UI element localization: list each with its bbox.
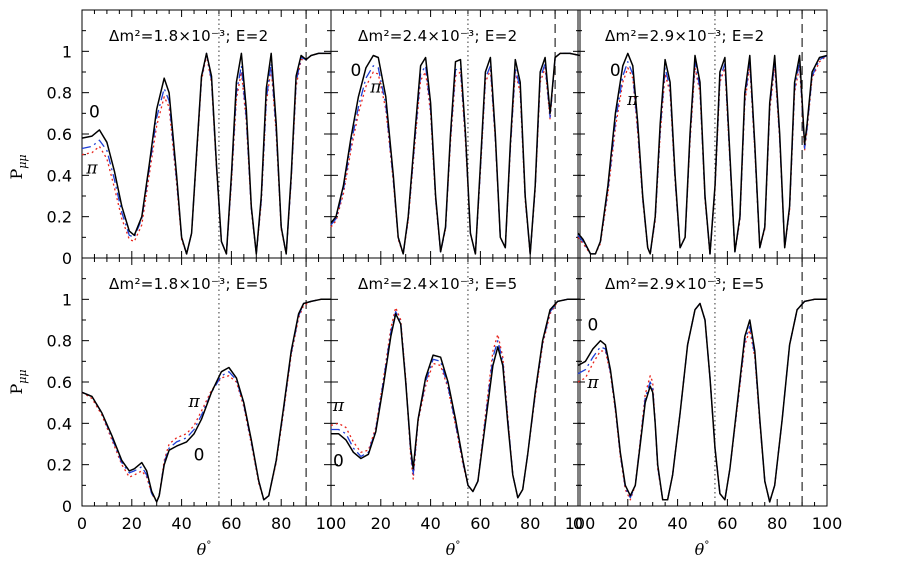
panel-1: Δm²=1.8×10⁻³; E=2 0 π 0 0.2 0.4 0.6 0.8 1 (47, 9, 332, 268)
series-line-black (331, 298, 580, 499)
y-tick-label: 0.4 (47, 166, 72, 185)
y-tick-label: 1 (62, 290, 72, 309)
series-line-black (81, 298, 331, 503)
y-tick-label: 0.2 (47, 456, 72, 475)
x-tick-label: 40 (420, 514, 440, 533)
panel-title: Δm²=1.8×10⁻³; E=5 (109, 275, 268, 293)
panel-3: Δm²=2.9×10⁻³; E=2 0π (577, 9, 828, 259)
x-tick-label: 20 (122, 514, 142, 533)
x-tick-label: 20 (618, 514, 638, 533)
x-tick-label: 0 (573, 514, 583, 533)
y-tick-label: 0.8 (47, 84, 72, 103)
x-tick-label: 60 (717, 514, 737, 533)
axes-labels-group: Pμμ Pμμ θ° θ° θ° (7, 154, 709, 559)
curve-label: 0 (89, 102, 100, 122)
curve-label: π (332, 396, 345, 416)
x-tick-label: 100 (812, 514, 843, 533)
series-line-black (81, 52, 331, 255)
y-axis-label-top: Pμμ (7, 154, 29, 179)
x-tick-label: 0 (326, 514, 336, 533)
y-tick-label: 0 (62, 249, 72, 268)
x-tick-label: 40 (667, 514, 687, 533)
panel-title: Δm²=2.9×10⁻³; E=2 (605, 27, 764, 45)
x-tick-label: 80 (271, 514, 291, 533)
panel-5: Δm²=2.4×10⁻³; E=5 π 0 0 20 40 60 80 100 (326, 257, 596, 533)
y-tick-label: 1 (62, 42, 72, 61)
x-tick-label: 100 (565, 514, 596, 533)
series-line-red (577, 54, 828, 255)
x-axis-label-left: θ° (197, 540, 212, 559)
series-line-red (81, 298, 331, 503)
y-tick-label: 0 (62, 497, 72, 516)
y-axis-label-bottom: Pμμ (7, 369, 29, 394)
curve-label: π (626, 90, 639, 110)
curve-label: π (187, 392, 200, 412)
curve-label: π (85, 158, 98, 178)
panel-title: Δm²=1.8×10⁻³; E=2 (109, 27, 268, 45)
curve-label: 0 (610, 61, 621, 81)
x-tick-label: 60 (221, 514, 241, 533)
x-tick-label: 60 (470, 514, 490, 533)
x-tick-label: 20 (371, 514, 391, 533)
x-tick-label: 80 (767, 514, 787, 533)
x-tick-label: 0 (77, 514, 87, 533)
x-tick-label: 80 (520, 514, 540, 533)
y-tick-label: 0.6 (47, 125, 72, 144)
y-tick-label: 0.6 (47, 373, 72, 392)
x-tick-label: 40 (171, 514, 191, 533)
x-tick-label: 100 (316, 514, 347, 533)
curve-label: 0 (350, 61, 361, 81)
curve-label: 0 (588, 315, 599, 335)
panels-group: Δm²=1.8×10⁻³; E=20π00.20.40.60.81Δm²=2.4… (47, 9, 843, 533)
panel-title: Δm²=2.9×10⁻³; E=5 (605, 275, 764, 293)
series-line-black (577, 52, 828, 255)
panel-title: Δm²=2.4×10⁻³; E=2 (358, 27, 517, 45)
series-line-black (330, 52, 581, 255)
curve-label: 0 (333, 452, 344, 472)
panel-title: Δm²=2.4×10⁻³; E=5 (358, 275, 517, 293)
y-tick-label: 0.2 (47, 208, 72, 227)
x-axis-label-right: θ° (695, 540, 710, 559)
series-line-black (577, 298, 827, 503)
panel-6: Δm²=2.9×10⁻³; E=5 0 π 0 20 40 60 80 100 (573, 257, 843, 533)
y-tick-label: 0.4 (47, 414, 72, 433)
y-tick-label: 0.8 (47, 332, 72, 351)
x-axis-label-middle: θ° (446, 540, 461, 559)
curve-label: π (586, 373, 599, 393)
curve-label: 0 (194, 446, 205, 466)
curve-label: π (369, 78, 382, 98)
